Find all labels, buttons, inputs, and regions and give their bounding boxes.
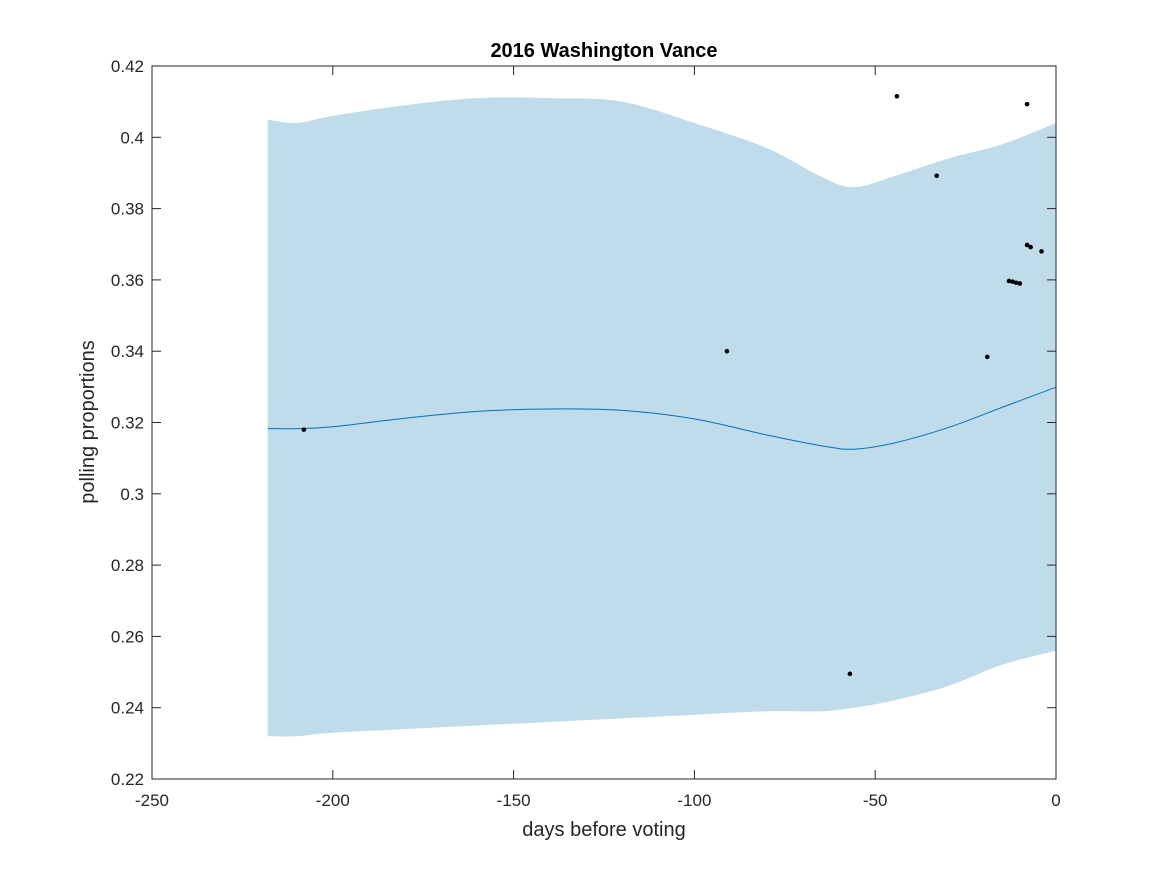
confidence-band-layer bbox=[267, 97, 1056, 737]
y-tick-label: 0.36 bbox=[111, 271, 144, 290]
x-tick-label: -100 bbox=[677, 791, 711, 810]
y-tick-label: 0.26 bbox=[111, 627, 144, 646]
data-point bbox=[894, 94, 900, 99]
data-point bbox=[934, 173, 939, 179]
y-tick-label: 0.32 bbox=[111, 414, 144, 433]
data-point bbox=[1028, 244, 1033, 250]
data-point bbox=[1024, 101, 1030, 107]
data-point bbox=[984, 354, 990, 360]
y-tick-label: 0.4 bbox=[120, 128, 144, 147]
x-tick-label: -200 bbox=[316, 791, 350, 810]
data-point bbox=[724, 348, 730, 354]
data-point bbox=[1006, 278, 1012, 284]
y-tick-label: 0.42 bbox=[111, 57, 144, 76]
x-tick-label: -150 bbox=[497, 791, 531, 810]
x-axis-label: days before voting bbox=[522, 819, 685, 841]
y-tick-label: 0.38 bbox=[111, 200, 144, 219]
y-tick-label: 0.34 bbox=[111, 342, 144, 361]
data-point bbox=[1013, 280, 1019, 286]
y-tick-label: 0.28 bbox=[111, 556, 144, 575]
data-point bbox=[847, 671, 853, 677]
data-point bbox=[1039, 249, 1044, 254]
ticks-layer: -250 -200 -150 -100 -50 0 0.22 0.24 0.26 0.28 0.3 0… bbox=[111, 57, 1061, 810]
data-point bbox=[1024, 242, 1030, 248]
y-tick-label: 0.22 bbox=[111, 770, 144, 789]
data-point bbox=[301, 427, 307, 432]
confidence-band bbox=[267, 97, 1056, 737]
data-point bbox=[1010, 279, 1015, 284]
data-point bbox=[1017, 281, 1023, 286]
y-tick-label: 0.3 bbox=[120, 485, 144, 504]
x-tick-label: -50 bbox=[863, 791, 888, 810]
data-points-layer bbox=[301, 94, 1044, 677]
x-tick-label: -250 bbox=[135, 791, 169, 810]
y-axis-label: polling proportions bbox=[77, 340, 99, 503]
chart-title: 2016 Washington Vance bbox=[490, 40, 717, 62]
trend-line bbox=[267, 386, 1057, 450]
x-tick-label: 0 bbox=[1051, 791, 1060, 810]
y-tick-label: 0.24 bbox=[111, 699, 144, 718]
trend-line-layer bbox=[267, 386, 1057, 450]
